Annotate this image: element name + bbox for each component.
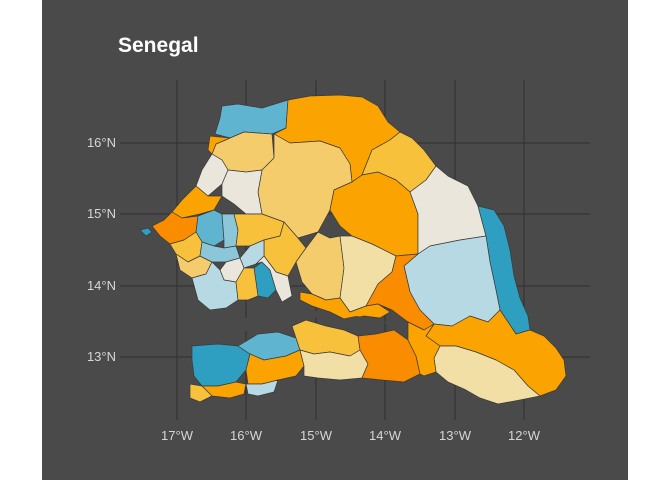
region-west-beige xyxy=(221,169,263,215)
region-white-center xyxy=(255,255,293,303)
region-southwest-yellow xyxy=(189,383,213,403)
region-dakar-tip xyxy=(139,227,153,237)
region-small-orange xyxy=(207,135,231,155)
region-ziguinchor-blue xyxy=(191,343,251,387)
y-axis-labels: 16°N 15°N 14°N 13°N xyxy=(87,135,116,364)
region-kedougou-wheat xyxy=(433,345,541,405)
map-title: Senegal xyxy=(118,34,199,57)
region-velingara xyxy=(357,329,421,383)
regions-north xyxy=(207,94,531,335)
x-tick-13w: 13°W xyxy=(439,428,472,443)
regions-west xyxy=(139,153,435,331)
gambia-gap xyxy=(180,304,386,336)
region-sedhiou-orange xyxy=(245,349,305,385)
region-south-lightblue xyxy=(245,379,279,397)
region-southwest-orange xyxy=(201,381,247,399)
x-tick-12w: 12°W xyxy=(508,428,541,443)
region-tan-center xyxy=(295,231,345,301)
region-kolda-wheat xyxy=(299,349,369,381)
x-tick-15w: 15°W xyxy=(300,428,333,443)
region-coast-beige xyxy=(195,153,229,197)
y-tick-14n: 14°N xyxy=(87,278,116,293)
region-yellow-south xyxy=(235,267,259,301)
y-tick-15n: 15°N xyxy=(87,206,116,221)
region-orange-gambia-border xyxy=(299,291,391,321)
region-cape-orange xyxy=(171,185,223,219)
y-tick-16n: 16°N xyxy=(87,135,116,150)
x-axis-labels: 17°W 16°W 15°W 14°W 13°W 12°W xyxy=(161,428,541,443)
x-tick-16w: 16°W xyxy=(230,428,263,443)
y-tick-13n: 13°N xyxy=(87,349,116,364)
x-tick-14w: 14°W xyxy=(369,428,402,443)
x-tick-17w: 17°W xyxy=(161,428,194,443)
region-saraya xyxy=(407,321,441,377)
regions-south xyxy=(189,309,567,405)
